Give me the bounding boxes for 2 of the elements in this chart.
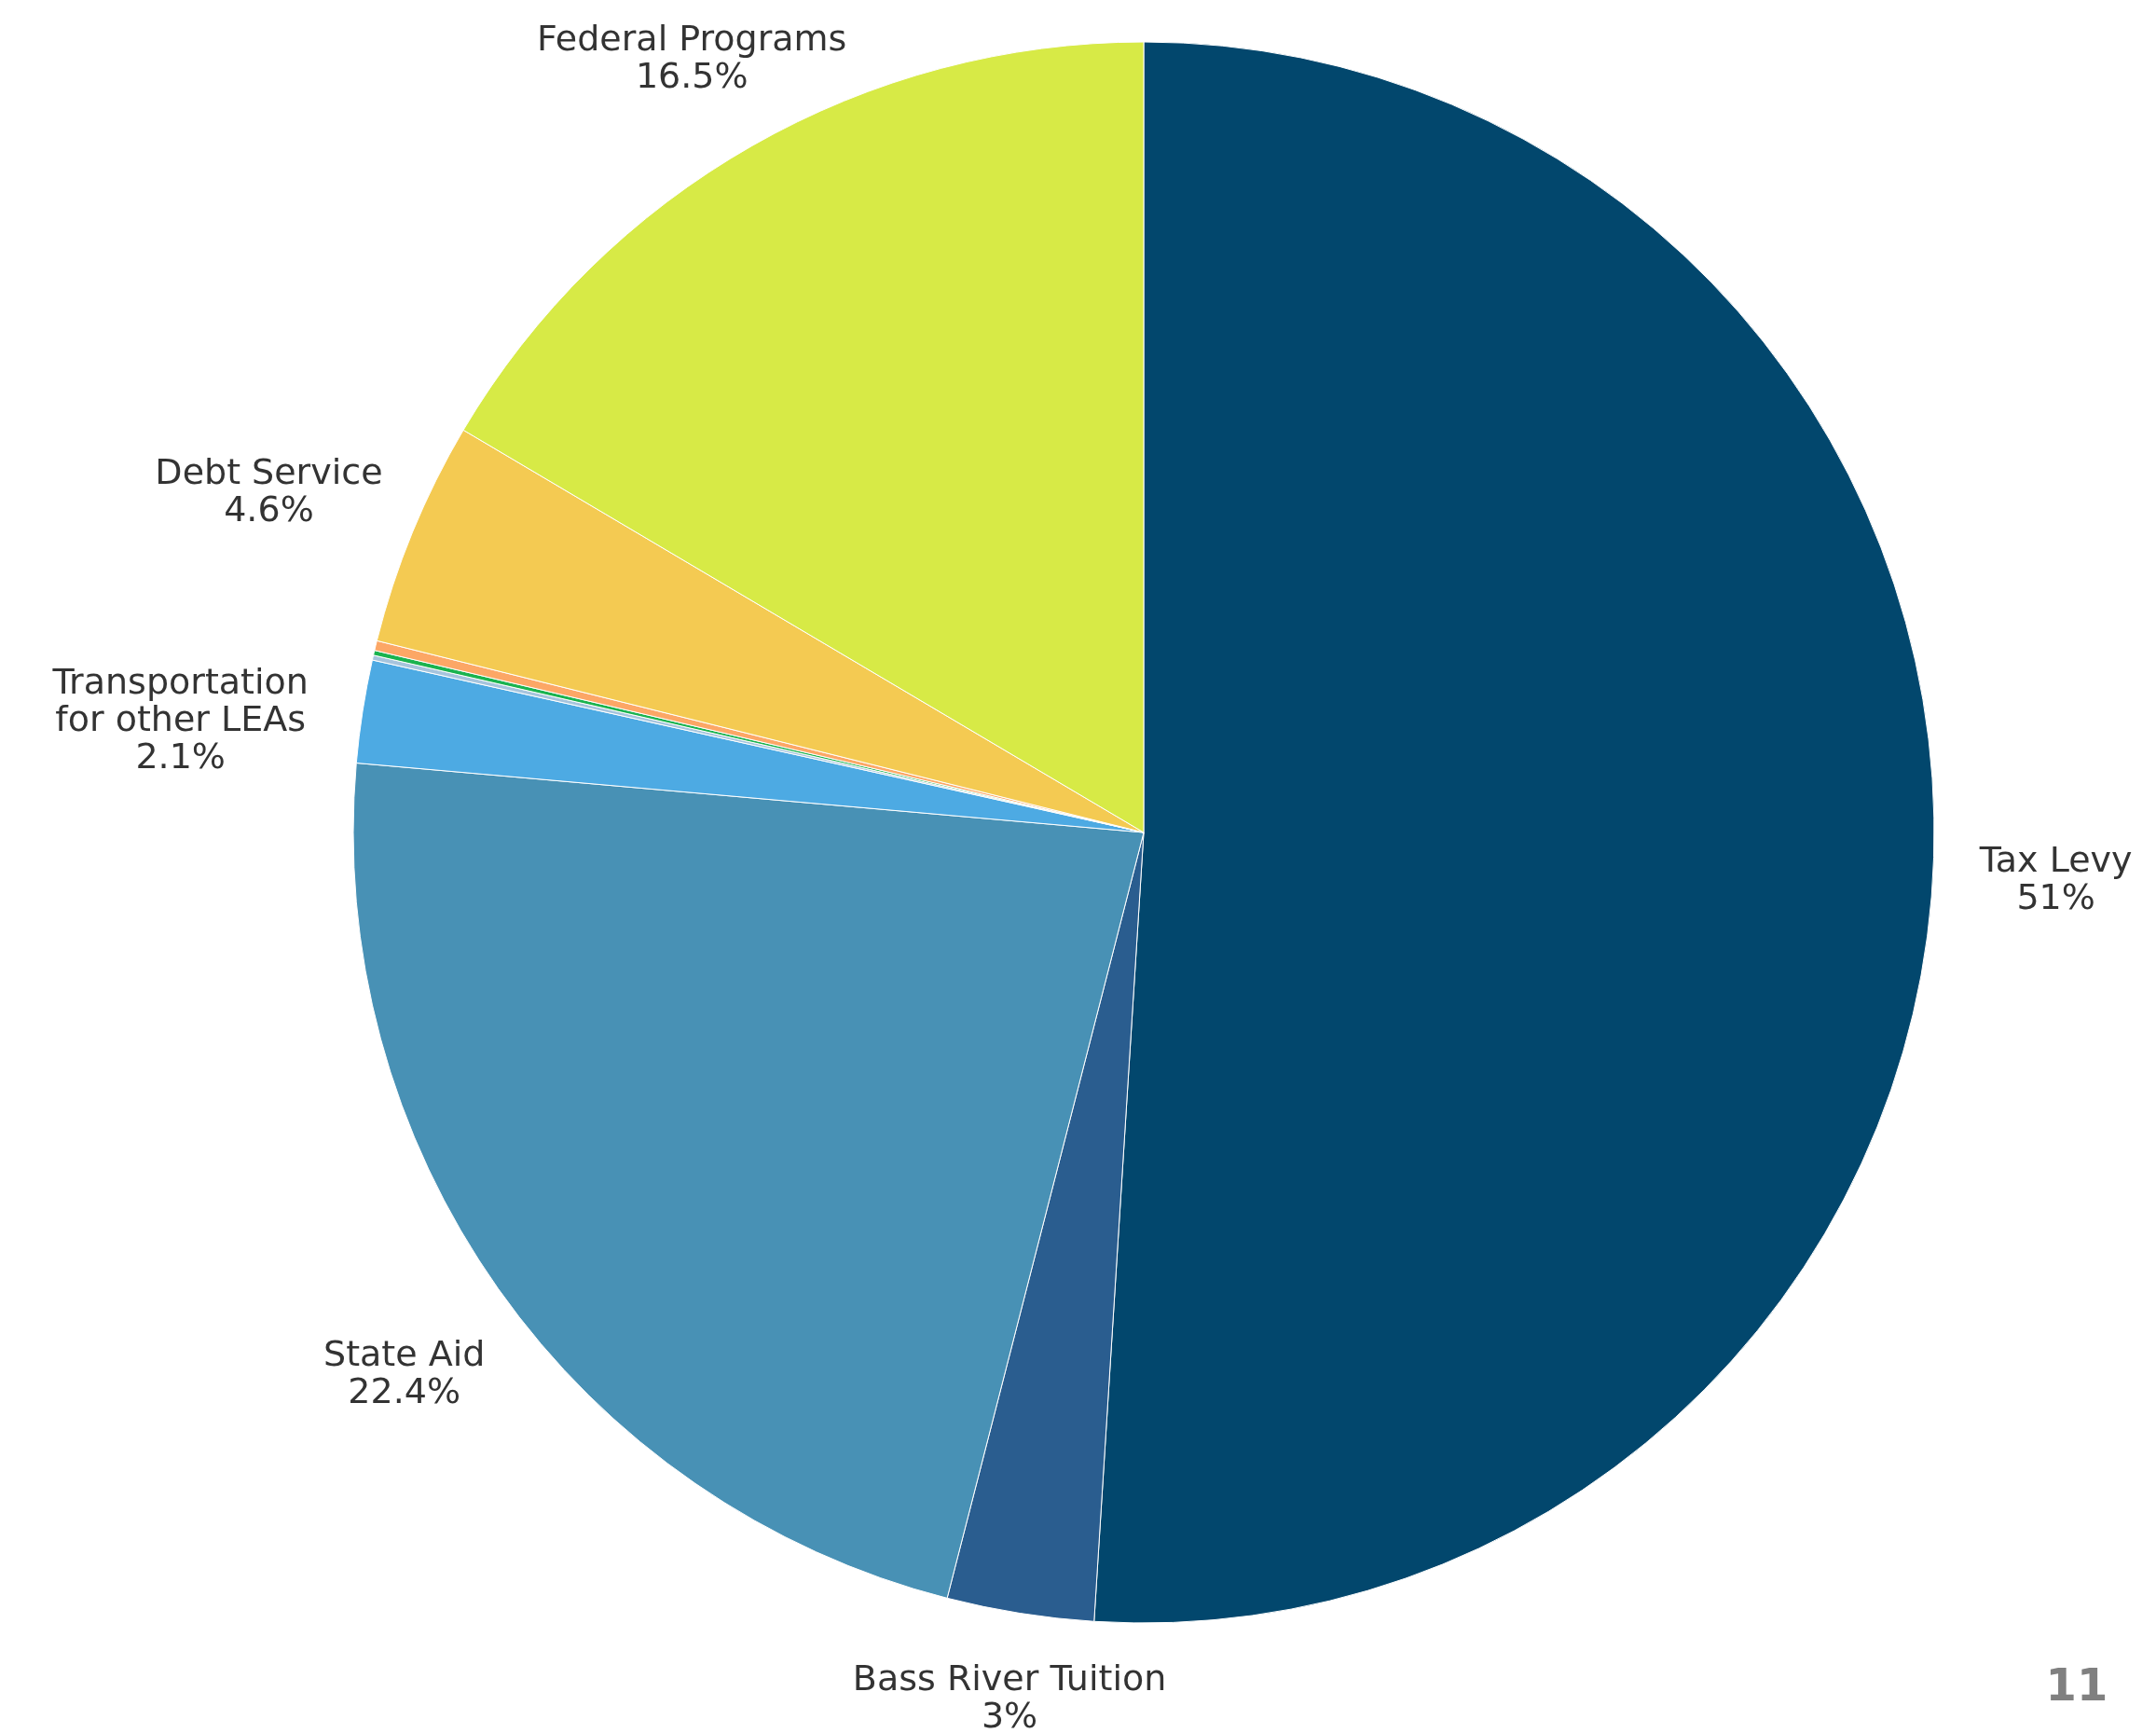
slice-label: Federal Programs xyxy=(537,18,847,60)
text: 11 xyxy=(2045,1658,2108,1711)
